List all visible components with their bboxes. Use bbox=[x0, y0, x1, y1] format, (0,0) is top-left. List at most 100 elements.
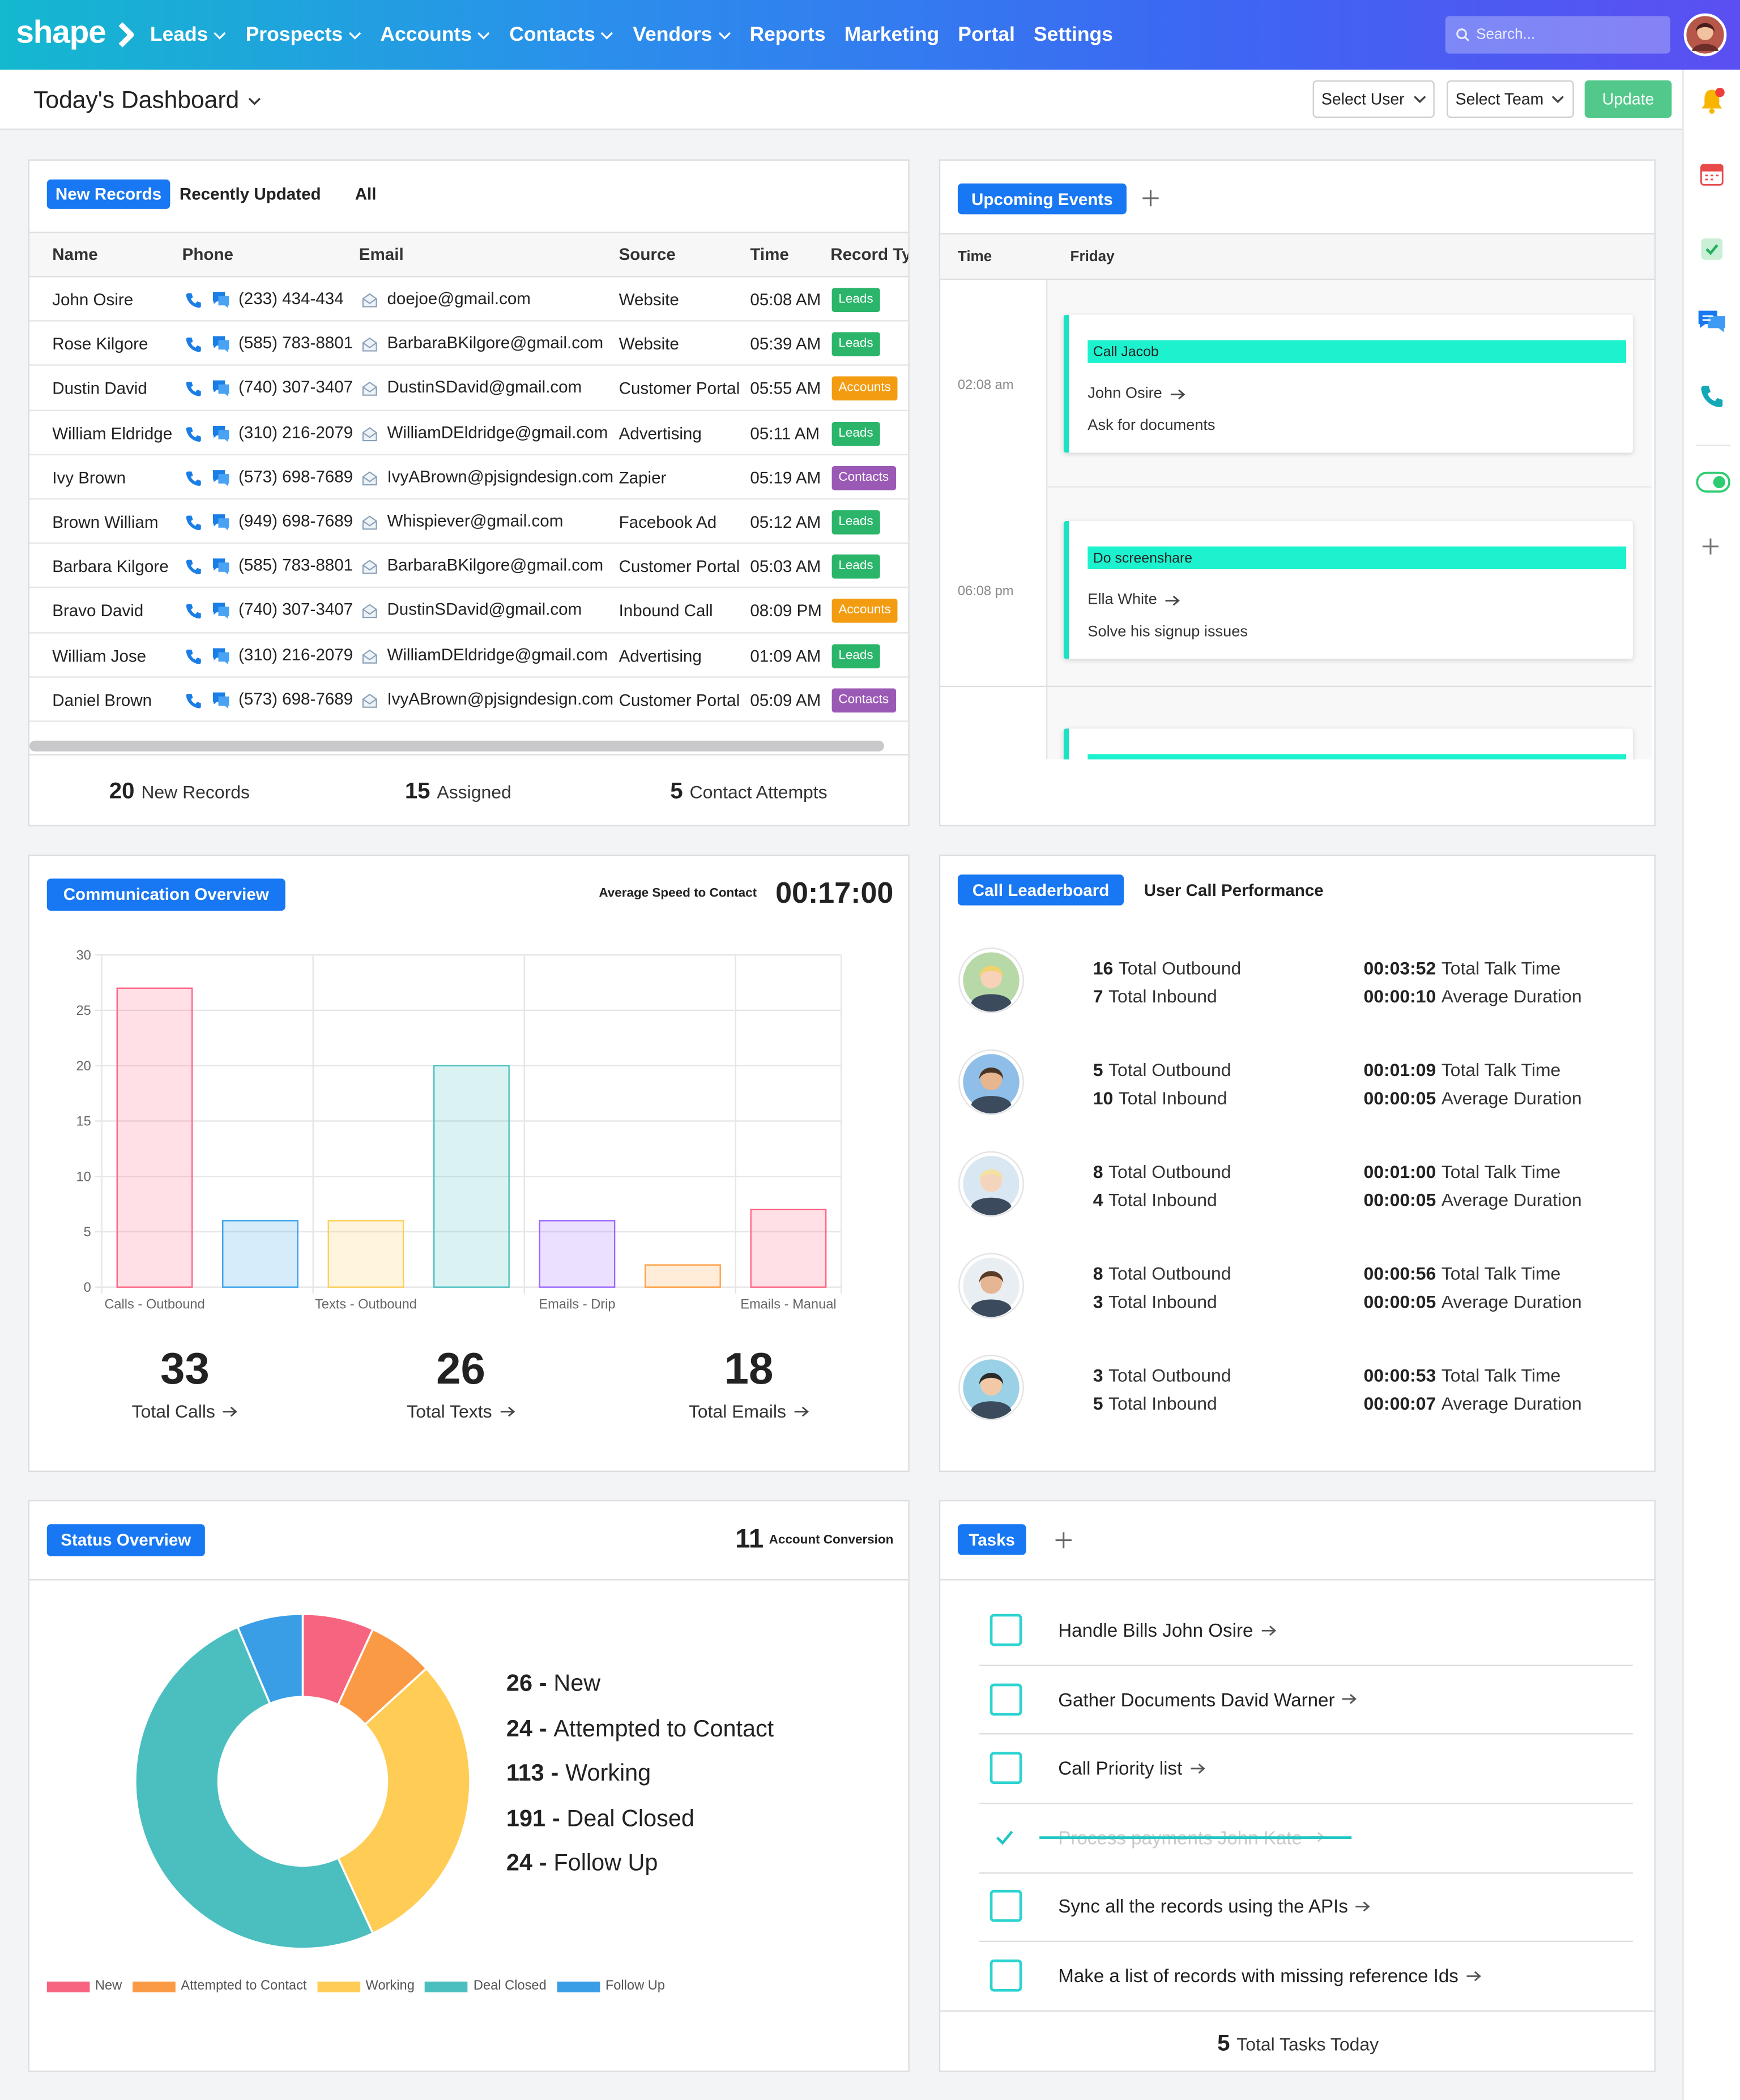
record-email: WilliamDEldridge@gmail.com bbox=[387, 644, 608, 664]
phone-icon[interactable] bbox=[185, 292, 202, 310]
task-checkbox[interactable] bbox=[990, 1614, 1022, 1646]
email-icon[interactable] bbox=[362, 336, 378, 352]
legend-item[interactable]: Deal Closed bbox=[425, 1979, 547, 1994]
notifications-icon[interactable] bbox=[1697, 86, 1726, 115]
messages-icon[interactable] bbox=[1697, 308, 1726, 335]
sms-icon[interactable] bbox=[212, 468, 231, 487]
sms-icon[interactable] bbox=[212, 291, 231, 309]
event-card-partial[interactable] bbox=[1063, 728, 1633, 759]
phone-icon[interactable] bbox=[185, 692, 202, 710]
nav-item[interactable]: Vendors bbox=[633, 23, 731, 46]
task-checkmark[interactable] bbox=[995, 1829, 1014, 1845]
total-link[interactable]: Total Calls bbox=[132, 1402, 238, 1422]
calls-icon[interactable] bbox=[1700, 385, 1724, 409]
email-icon[interactable] bbox=[362, 603, 378, 619]
nav-item[interactable]: Portal bbox=[958, 23, 1015, 46]
tab-active[interactable]: Tasks bbox=[957, 1524, 1026, 1555]
tab-label[interactable]: User Call Performance bbox=[1144, 880, 1324, 900]
sms-icon[interactable] bbox=[212, 646, 231, 665]
sms-icon[interactable] bbox=[212, 335, 231, 354]
event-card[interactable]: Call Jacob John Osire Ask for documents bbox=[1063, 314, 1633, 453]
email-icon[interactable] bbox=[362, 514, 378, 530]
phone-icon[interactable] bbox=[185, 514, 202, 532]
nav-item[interactable]: Prospects bbox=[246, 23, 362, 46]
legend-item[interactable]: Follow Up bbox=[557, 1979, 665, 1994]
leaderboard-stat: 3 Total Outbound bbox=[1093, 1365, 1231, 1385]
tab-label[interactable]: All bbox=[355, 185, 377, 204]
event-card[interactable]: Do screenshare Ella White Solve his signup… bbox=[1063, 520, 1633, 659]
column-header: Record Type bbox=[830, 245, 910, 264]
leaderboard-stat: 8 Total Outbound bbox=[1093, 1162, 1231, 1182]
table-row[interactable] bbox=[29, 544, 909, 589]
task-item[interactable]: Call Priority list bbox=[1058, 1757, 1205, 1779]
nav-item[interactable]: Leads bbox=[150, 23, 227, 46]
nav-item[interactable]: Settings bbox=[1034, 23, 1113, 46]
email-icon[interactable] bbox=[362, 692, 378, 708]
table-row[interactable] bbox=[29, 588, 909, 633]
table-row[interactable] bbox=[29, 278, 909, 322]
sms-icon[interactable] bbox=[212, 424, 231, 443]
phone-icon[interactable] bbox=[185, 470, 202, 488]
legend-item[interactable]: New bbox=[46, 1979, 122, 1994]
select-user-button[interactable]: Select User bbox=[1312, 80, 1435, 118]
sms-icon[interactable] bbox=[212, 379, 231, 398]
nav-item[interactable]: Marketing bbox=[845, 23, 940, 46]
total-link[interactable]: Total Emails bbox=[689, 1402, 809, 1422]
sms-icon[interactable] bbox=[212, 691, 231, 710]
sms-icon[interactable] bbox=[212, 513, 231, 532]
task-item[interactable]: Make a list of records with missing refe… bbox=[1058, 1965, 1481, 1986]
table-row[interactable] bbox=[29, 677, 909, 722]
user-avatar[interactable] bbox=[1683, 13, 1727, 57]
tab-active[interactable]: Call Leaderboard bbox=[957, 874, 1124, 906]
table-row[interactable] bbox=[29, 455, 909, 500]
calendar-icon[interactable] bbox=[1700, 162, 1724, 186]
search-box[interactable]: Search... bbox=[1445, 16, 1671, 54]
dashboard-title[interactable]: Today's Dashboard bbox=[33, 87, 261, 115]
total-link[interactable]: Total Texts bbox=[407, 1402, 515, 1422]
task-checkbox[interactable] bbox=[990, 1683, 1022, 1715]
phone-icon[interactable] bbox=[185, 603, 202, 621]
tab-label[interactable]: Recently Updated bbox=[179, 185, 321, 204]
task-item[interactable]: Handle Bills John Osire bbox=[1058, 1619, 1276, 1641]
email-icon[interactable] bbox=[362, 470, 378, 486]
table-row[interactable] bbox=[29, 500, 909, 544]
sms-icon[interactable] bbox=[212, 602, 231, 621]
nav-item[interactable]: Contacts bbox=[509, 23, 614, 46]
select-team-button[interactable]: Select Team bbox=[1447, 80, 1574, 118]
tab-active[interactable]: Upcoming Events bbox=[957, 183, 1127, 215]
phone-icon[interactable] bbox=[185, 425, 202, 443]
task-checkbox[interactable] bbox=[990, 1890, 1022, 1923]
email-icon[interactable] bbox=[362, 648, 378, 664]
task-checkbox[interactable] bbox=[990, 1752, 1022, 1785]
email-icon[interactable] bbox=[362, 381, 378, 397]
task-item[interactable]: Gather Documents David Warner bbox=[1058, 1688, 1358, 1710]
table-row[interactable] bbox=[29, 633, 909, 678]
toggle-icon[interactable] bbox=[1696, 471, 1730, 493]
phone-icon[interactable] bbox=[185, 336, 202, 354]
legend-item[interactable]: Working bbox=[317, 1979, 415, 1994]
table-row[interactable] bbox=[29, 366, 909, 411]
add-icon[interactable] bbox=[1702, 538, 1719, 555]
update-button[interactable]: Update bbox=[1584, 80, 1672, 118]
phone-icon[interactable] bbox=[185, 559, 202, 577]
task-item[interactable]: Sync all the records using the APIs bbox=[1058, 1896, 1371, 1917]
phone-icon[interactable] bbox=[185, 381, 202, 399]
email-icon[interactable] bbox=[362, 425, 378, 441]
table-row[interactable] bbox=[29, 322, 909, 366]
add-task-icon[interactable] bbox=[1055, 1532, 1072, 1548]
phone-icon[interactable] bbox=[185, 648, 202, 665]
total-label: Total Calls bbox=[131, 1401, 215, 1422]
tab-active[interactable]: New Records bbox=[46, 179, 170, 209]
tab-active[interactable]: Communication Overview bbox=[46, 878, 285, 911]
table-row[interactable] bbox=[29, 411, 909, 455]
legend-item[interactable]: Attempted to Contact bbox=[133, 1979, 306, 1994]
task-checkbox[interactable] bbox=[990, 1959, 1022, 1992]
email-icon[interactable] bbox=[362, 559, 378, 575]
email-icon[interactable] bbox=[362, 292, 378, 308]
add-event-icon[interactable] bbox=[1142, 190, 1159, 207]
nav-item[interactable]: Reports bbox=[749, 23, 825, 46]
tab-active[interactable]: Status Overview bbox=[46, 1524, 205, 1557]
nav-item[interactable]: Accounts bbox=[380, 23, 491, 46]
tasks-icon[interactable] bbox=[1700, 237, 1724, 262]
sms-icon[interactable] bbox=[212, 557, 231, 576]
